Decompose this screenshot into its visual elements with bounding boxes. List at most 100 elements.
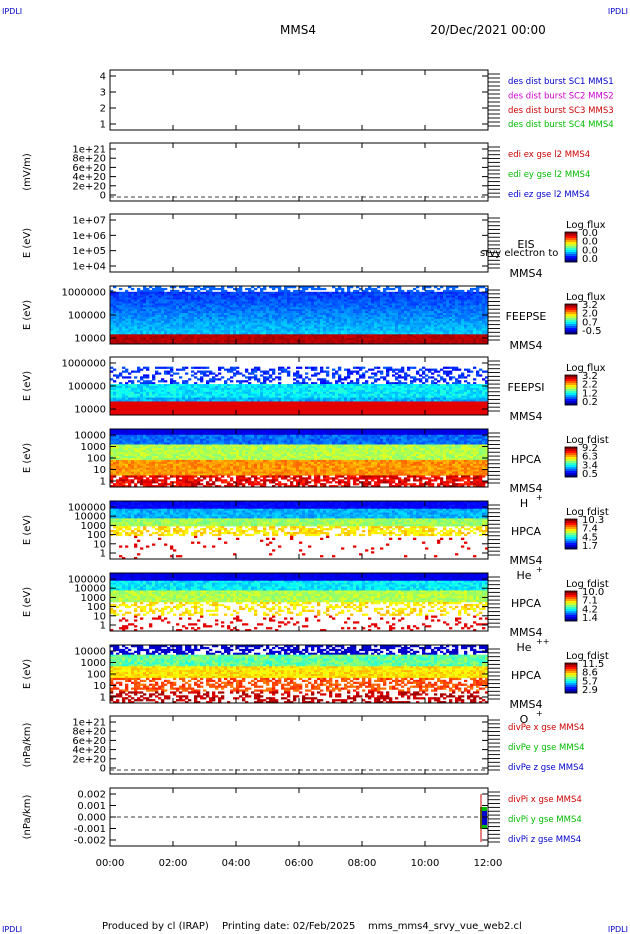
footer-filename: mms_mms4_srvy_vue_web2.cl [368,921,522,932]
footer-produced: Produced by cl (IRAP) [102,921,209,932]
y-axis-label: E (eV) [22,371,33,401]
colorbar-tick-label: 4.2 [582,604,598,615]
colorbar-tick-label: 1.2 [582,388,598,399]
instrument-label: HPCA [511,525,542,538]
colorbar-tick-label: 0.7 [582,317,598,328]
heatmap-hpca-o [110,645,489,704]
corner-label-top-right: IPDLI [608,7,628,16]
species-label: He [516,569,531,582]
ytick-label: 0.000 [77,813,106,824]
spacecraft-label: MMS4 [510,410,543,423]
colorbar-tick-label: 0.2 [582,397,598,408]
time-tick-label: 04:00 [222,858,251,869]
colorbar [564,303,578,335]
footer: Produced by cl (IRAP) Printing date: 02/… [2,921,628,934]
colorbar-tick-label: 6.3 [582,452,598,463]
time-tick-label: 08:00 [348,858,377,869]
colorbar-tick-label: 10.3 [582,515,604,526]
ytick-label: 4e+20 [72,172,106,183]
ytick-label: 2e+20 [72,181,106,192]
colorbar-tick-label: 8.6 [582,668,598,679]
ytick-label: 1e+05 [72,246,106,257]
colorbar-title: Log fdist [566,507,609,518]
ytick-label: 100000 [68,382,106,393]
ytick-label: 1 [100,549,106,560]
colorbar-title: Log flux [566,220,606,231]
divpi-spike-blue [482,811,487,825]
ytick-label: 1000 [81,658,106,669]
colorbar-tick-label: 9.2 [582,443,598,454]
legend-entry: des dist burst SC3 MMS3 [508,106,614,116]
ytick-label: 1 [100,621,106,632]
species-charge: + [536,493,543,502]
legend-entry: divPi y gse MMS4 [508,815,582,825]
instrument-label: EIS [517,238,534,251]
instrument-label: FEEPSE [506,310,547,323]
ytick-label: 100 [87,670,106,681]
ytick-label: 10 [93,611,106,622]
legend-entry: des dist burst SC2 MMS2 [508,91,614,101]
colorbar-tick-label: 0.5 [582,469,598,480]
y-axis-label: (mV/m) [22,153,33,191]
colorbar-tick-label: 3.4 [582,460,598,471]
colorbar [564,374,578,406]
ytick-label: 10 [93,539,106,550]
species-charge: + [536,565,543,574]
time-axis: 00:00 02:00 04:00 06:00 08:00 10:00 12:00 [96,858,503,869]
colorbar-tick-label: 2.0 [582,309,598,320]
ytick-label: 1000 [81,442,106,453]
colorbar-tick-label: 2.9 [582,685,598,696]
time-tick-label: 10:00 [411,858,440,869]
ytick-label: 0 [100,191,106,202]
ytick-label: 1e+04 [72,262,106,273]
heatmap-hpca-he2 [110,573,489,632]
ytick-label: 1e+21 [72,718,106,729]
heatmap-hpca-he [110,501,489,560]
corner-label-top-left: IPDLI [2,7,22,16]
ytick-label: 0.002 [77,790,106,801]
colorbar-tick-label: 4.5 [582,532,598,543]
ytick-label: 1e+07 [72,216,106,227]
y-axis-label: E (eV) [22,228,33,258]
legend-entry: des dist burst SC4 MMS4 [508,120,614,130]
colorbar-tick-label: 1.4 [582,613,598,624]
colorbar-tick-label: 11.5 [582,659,604,670]
spacecraft-label: MMS4 [510,267,543,280]
species-label: He [516,641,531,654]
ytick-label: 100 [87,602,106,613]
legend-entry: edi ez gse l2 MMS4 [508,190,590,200]
ytick-label: 10000 [74,647,106,658]
legend-entry: des dist burst SC1 MMS1 [508,77,614,87]
ytick-label: 1000 [81,521,106,532]
colorbar-title: Log fdist [566,579,609,590]
spacecraft-label: MMS4 [510,339,543,352]
colorbar-tick-label: -0.5 [582,326,602,337]
date-title: 20/Dec/2021 00:00 [430,23,546,37]
ytick-label: 10000 [74,512,106,523]
ytick-label: 6e+20 [72,163,106,174]
species-label: H [520,497,528,510]
overlay-label: srvy electron to [480,248,558,259]
ytick-label: 10000 [74,431,106,442]
species-charge: + [536,709,543,718]
ytick-label: -0.001 [74,824,106,835]
colorbar-tick-label: 3.2 [582,300,598,311]
colorbar-tick-label: 10.0 [582,587,604,598]
y-axis-label: E (eV) [22,443,33,473]
colorbar [564,231,578,263]
spacecraft-label: MMS4 [510,554,543,567]
legend-entry: divPe y gse MMS4 [508,743,585,753]
ytick-label: 100000 [68,575,106,586]
panel-feeps-i: 10000 100000 1000000 E (eV) FEEPSI MMS4 Log fl… [22,356,606,423]
ytick-label: 4e+20 [72,745,106,756]
ytick-label: 1 [100,477,106,488]
colorbar-title: Log fdist [566,435,609,446]
ytick-label: 2 [100,104,106,115]
spacecraft-title: MMS4 [280,23,316,37]
colorbar-title: Log fdist [566,651,609,662]
